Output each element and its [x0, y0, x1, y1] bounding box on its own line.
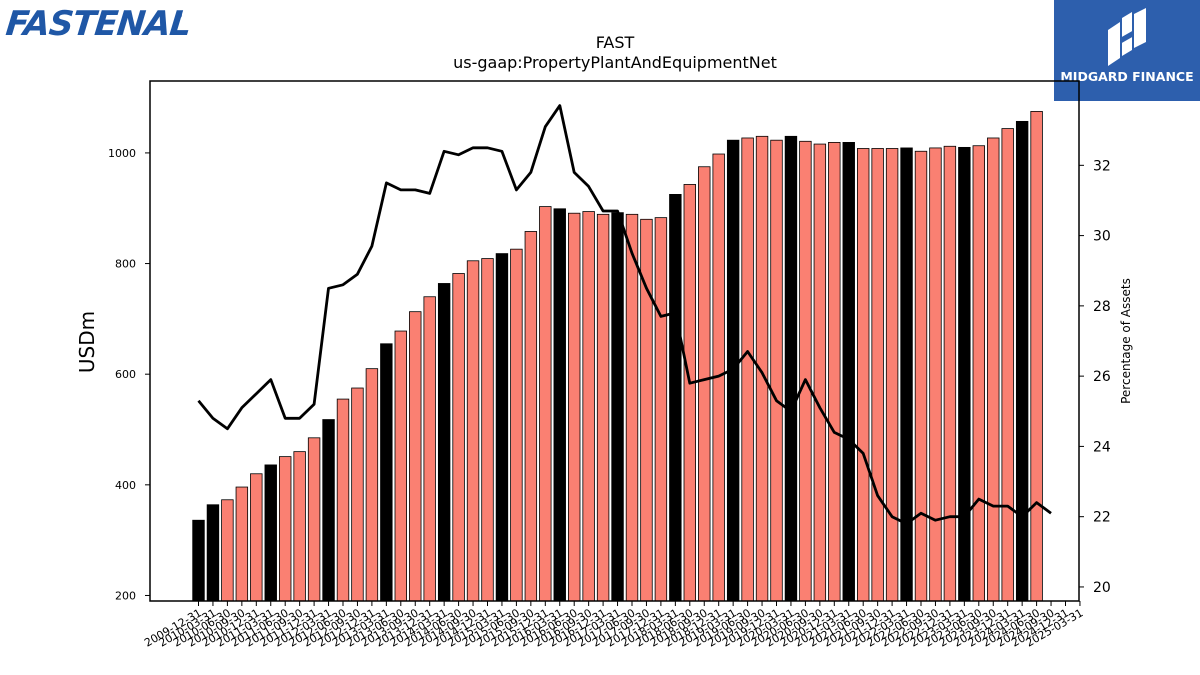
bar-15	[409, 311, 422, 602]
y2-tick-label-3: 26	[1093, 369, 1111, 385]
bar-22	[510, 248, 523, 602]
bar-45	[842, 142, 855, 602]
bar-51	[929, 147, 942, 602]
bar-16	[423, 296, 436, 602]
bar-34	[683, 184, 697, 602]
bar-32	[654, 217, 668, 602]
bar-17	[437, 283, 451, 602]
bar-56	[1001, 128, 1014, 602]
bar-30	[625, 213, 639, 602]
bar-27	[582, 211, 595, 602]
bar-33	[669, 194, 682, 602]
pct-assets-line	[197, 104, 1052, 526]
bar-25	[553, 208, 566, 602]
bar-35	[698, 166, 711, 602]
bar-series	[192, 111, 1043, 602]
y-tick-label-2: 600	[115, 368, 136, 381]
bar-29	[611, 212, 624, 602]
y-tick-label-3: 800	[115, 258, 136, 271]
bar-53	[958, 146, 971, 602]
chart-title: FAST	[596, 33, 635, 52]
bar-44	[828, 142, 841, 602]
bar-41	[784, 135, 798, 602]
bar-14	[394, 330, 408, 602]
bar-2	[221, 499, 234, 602]
bar-1	[206, 504, 220, 602]
bar-47	[871, 148, 884, 602]
bar-26	[568, 212, 581, 602]
bar-58	[1030, 111, 1043, 602]
y2-tick-label-5: 30	[1093, 229, 1111, 245]
registered-mark: ®	[176, 12, 183, 20]
bar-8	[307, 437, 321, 602]
fastenal-logo: FASTENAL ®	[4, 4, 193, 44]
midgard-m-icon	[1108, 8, 1146, 66]
bar-21	[495, 253, 509, 602]
bar-40	[770, 139, 783, 602]
chart-subtitle: us-gaap:PropertyPlantAndEquipmentNet	[453, 53, 777, 72]
bar-46	[857, 148, 870, 602]
bar-4	[250, 473, 263, 602]
y2-tick-label-4: 28	[1093, 299, 1111, 315]
bar-12	[365, 368, 379, 602]
midgard-finance-text: MIDGARD FINANCE	[1060, 69, 1194, 84]
bar-54	[972, 145, 986, 602]
y-tick-label-0: 200	[115, 589, 136, 602]
bar-10	[336, 398, 350, 602]
bar-0	[192, 519, 205, 602]
bar-49	[900, 147, 913, 602]
bar-3	[235, 486, 249, 602]
y-axis-label: USDm	[75, 311, 99, 373]
bar-43	[813, 143, 827, 602]
bar-24	[539, 206, 552, 602]
bar-38	[741, 137, 754, 602]
y2-tick-label-0: 20	[1093, 580, 1111, 596]
bar-55	[987, 137, 1000, 602]
bar-19	[466, 260, 480, 602]
bar-11	[351, 387, 364, 602]
axes: 2004006008001000202224262830322009-12-31…	[108, 80, 1111, 650]
y-tick-label-1: 400	[115, 479, 136, 492]
bar-5	[264, 464, 277, 602]
y2-axis-label: Percentage of Assets	[1119, 278, 1133, 404]
bar-42	[799, 140, 812, 602]
bar-50	[914, 150, 928, 602]
y2-tick-label-1: 22	[1093, 510, 1111, 526]
bar-13	[380, 343, 393, 602]
bar-23	[524, 231, 538, 602]
bar-7	[293, 451, 306, 602]
bar-18	[452, 273, 465, 602]
bar-28	[596, 213, 610, 602]
y2-tick-label-6: 32	[1093, 158, 1111, 174]
bar-6	[278, 456, 292, 602]
y2-tick-label-2: 24	[1093, 439, 1111, 455]
percentage-line-series	[197, 104, 1052, 526]
bar-20	[481, 258, 494, 602]
y-tick-label-4: 1000	[108, 147, 136, 160]
bar-48	[885, 148, 899, 602]
bar-9	[322, 419, 335, 602]
bar-57	[1015, 120, 1029, 602]
bar-52	[943, 145, 957, 602]
plot-frame	[149, 80, 1080, 602]
